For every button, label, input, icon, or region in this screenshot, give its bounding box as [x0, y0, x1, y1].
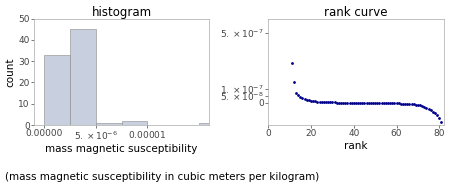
Bar: [44, 55, 70, 125]
Bar: [96, 123, 122, 125]
Title: histogram: histogram: [92, 6, 152, 19]
Title: rank curve: rank curve: [324, 6, 388, 19]
Y-axis label: count: count: [5, 57, 15, 87]
X-axis label: rank: rank: [344, 141, 368, 151]
Text: (mass magnetic susceptibility in cubic meters per kilogram): (mass magnetic susceptibility in cubic m…: [5, 172, 319, 182]
Bar: [70, 29, 96, 125]
X-axis label: mass magnetic susceptibility: mass magnetic susceptibility: [46, 144, 198, 154]
Bar: [122, 121, 147, 125]
Bar: [199, 123, 225, 125]
